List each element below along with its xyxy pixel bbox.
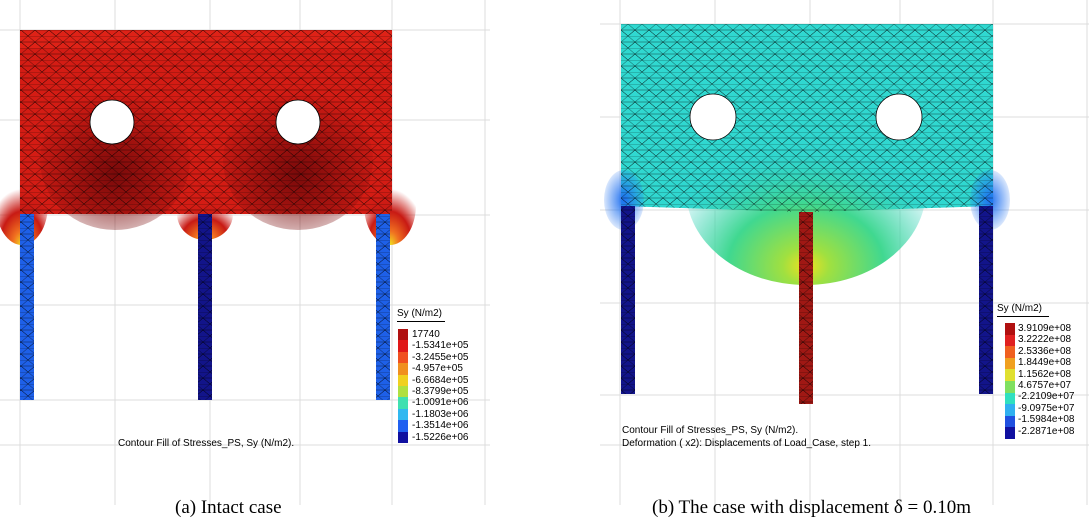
contour-plot-displacement [600,0,1089,505]
contour-plot-intact [0,0,490,505]
legend-value: -3.2455e+05 [412,351,469,363]
legend-value: 1.1562e+08 [1018,368,1072,380]
legend-value: -1.5226e+06 [412,431,469,443]
legend-value: -1.1803e+06 [412,408,469,420]
legend-value: 3.2222e+08 [1018,334,1072,346]
panel-displacement-case: Sy (N/m2) 3.9109e+08 3.2222e+08 2.5336e+… [600,0,1089,527]
legend-value: -2.2109e+07 [1018,391,1075,403]
hole-right [875,93,923,141]
legend-title: Sy (N/m2) [397,308,442,319]
legend-value: -2.2871e+08 [1018,425,1075,437]
footer-line: Deformation ( x2): Displacements of Load… [622,438,872,449]
legend-value: -1.3514e+06 [412,420,469,432]
support-columns [621,206,993,404]
legend-value: -8.3799e+05 [412,385,469,397]
hole-right [275,99,321,145]
legend-value: -9.0975e+07 [1018,402,1075,414]
legend-value: 17740 [412,329,440,340]
hole-left [689,93,737,141]
legend-value: -4.957e+05 [412,363,463,375]
legend-values: 3.9109e+08 3.2222e+08 2.5336e+08 1.8449e… [1018,323,1074,437]
support-columns [20,214,390,400]
legend-value: -1.5341e+05 [412,340,469,352]
legend-color-bar [398,329,408,443]
hole-left [89,99,135,145]
legend-value: 4.6757e+07 [1018,379,1072,391]
legend-color-bar [1005,323,1015,439]
legend-value: -6.6684e+05 [412,374,469,386]
footer-line: Contour Fill of Stresses_PS, Sy (N/m2). [118,438,295,449]
legend-value: 1.8449e+08 [1018,357,1072,369]
legend-value: -1.5984e+08 [1018,414,1075,426]
panel-intact-case: Sy (N/m2) 17740 -1.5341e+05 -3.2455e+05 … [0,0,500,527]
legend-value: 2.5336e+08 [1018,345,1072,357]
caption: (a) Intact case [175,497,282,518]
legend-values: 17740 -1.5341e+05 -3.2455e+05 -4.957e+05… [412,329,468,443]
legend-title: Sy (N/m2) [997,303,1042,314]
footer-line: Contour Fill of Stresses_PS, Sy (N/m2). [622,425,799,436]
legend-value: 3.9109e+08 [1018,323,1072,334]
caption: (b) The case with displacement δ = 0.10m [652,497,972,518]
legend-value: -1.0091e+06 [412,397,469,409]
